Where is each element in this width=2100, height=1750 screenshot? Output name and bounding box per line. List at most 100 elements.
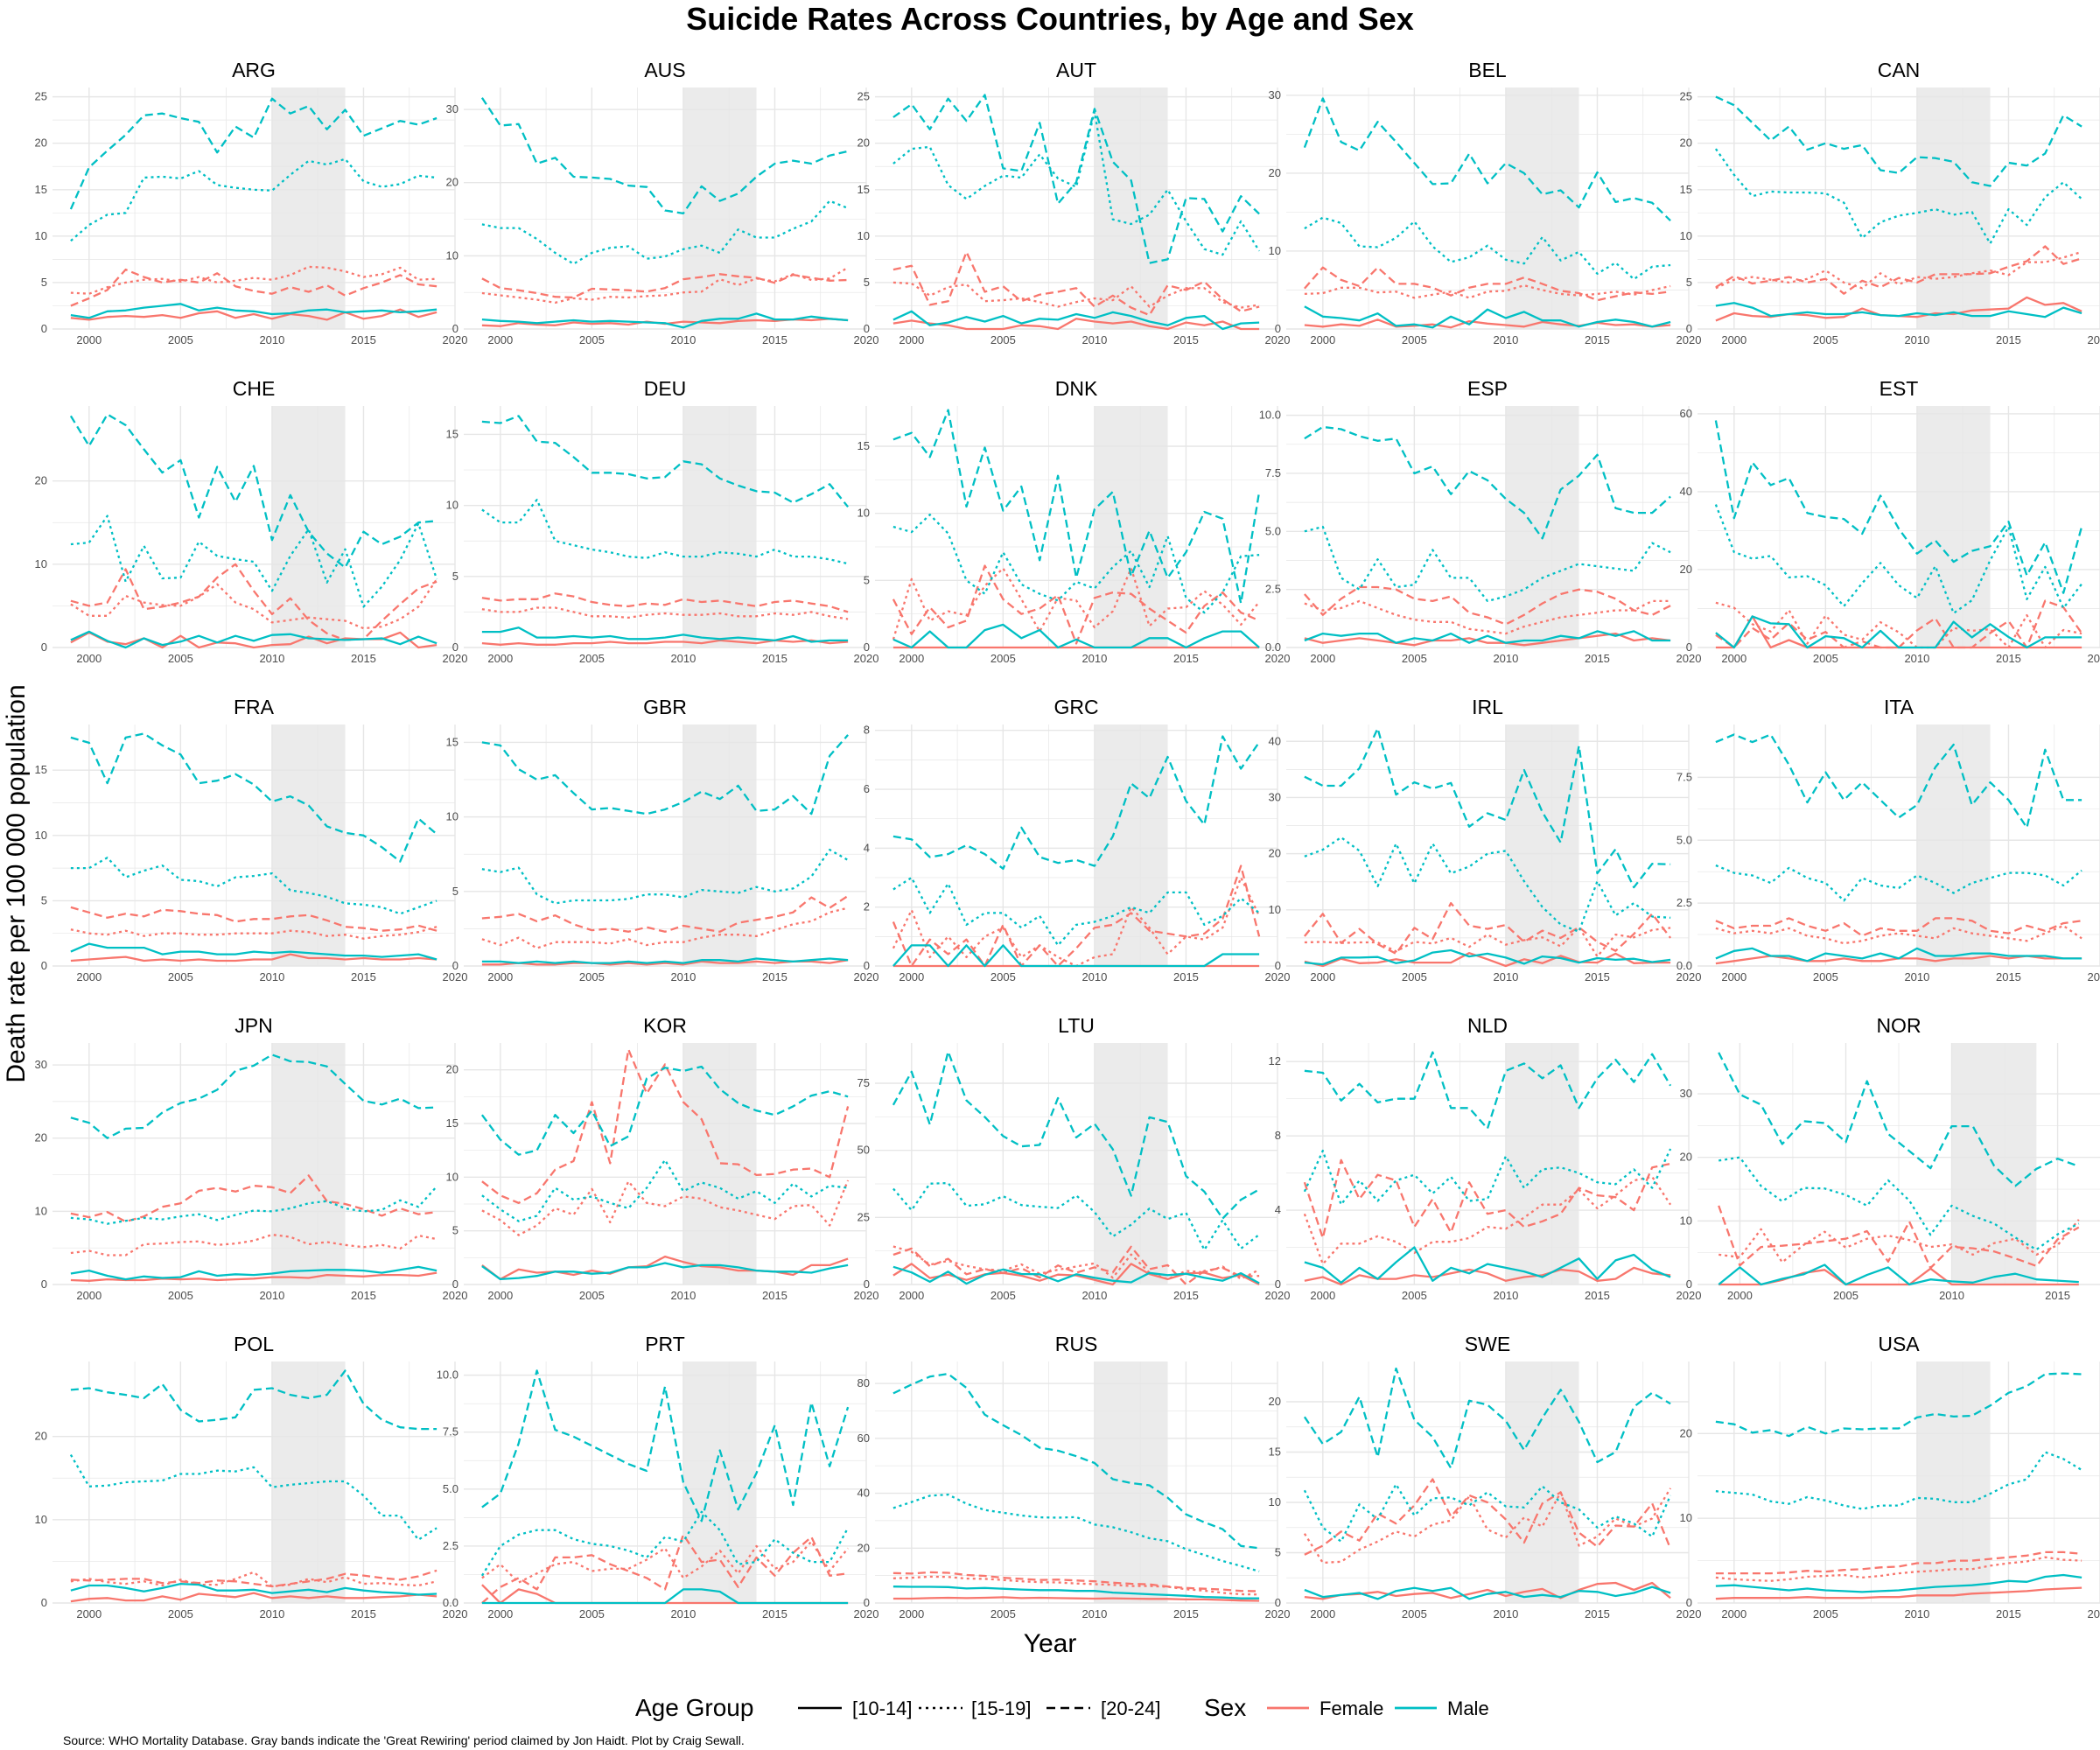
y-tick-label: 0 [41, 322, 47, 335]
series-male-10-14-jpn [70, 1265, 438, 1281]
y-tick-label: 10 [446, 1170, 458, 1183]
x-tick-label: 2005 [579, 1607, 605, 1620]
y-tick-label: 10 [35, 1513, 47, 1526]
series-female-10-14-fra [70, 953, 438, 962]
rewiring-band [271, 1362, 346, 1603]
y-tick-label: 5.0 [443, 1482, 458, 1495]
series-male-10-14-irl [1304, 948, 1671, 966]
series-female-20-24-swe [1304, 1478, 1672, 1556]
x-tick-label: 2000 [1721, 333, 1746, 346]
facet-ita: ITA 0.0 2.5 5.0 7.5 2000 2005 2010 2015 2020 [1676, 696, 2100, 984]
x-tick-label: 2005 [1813, 970, 1838, 984]
series-male-10-14-arg [70, 303, 438, 319]
series-male-20-24-nld [1304, 1051, 1672, 1130]
series-female-15-19-dnk [892, 567, 1260, 640]
y-tick-label: 7.5 [443, 1425, 458, 1438]
facet-title-est: EST [1880, 377, 1919, 400]
y-tick-label: 10 [1680, 229, 1692, 242]
x-tick-label: 2015 [1173, 1607, 1199, 1620]
y-tick-label: 7.5 [1676, 770, 1692, 783]
y-tick-label: 80 [858, 1376, 870, 1390]
y-tick-label: 10 [35, 557, 47, 570]
x-tick-label: 2020 [1265, 1607, 1291, 1620]
series-female-15-19-aus [481, 266, 849, 304]
facet-title-aus: AUS [644, 59, 685, 81]
series-male-15-19-ita [1715, 864, 2082, 902]
series-male-20-24-jpn [70, 1054, 438, 1139]
x-tick-label: 2015 [351, 1289, 376, 1302]
y-tick-label: 20 [35, 474, 47, 487]
x-tick-label: 2000 [899, 970, 924, 984]
y-tick-label: 10 [1269, 1495, 1281, 1508]
y-tick-label: 30 [1680, 1087, 1692, 1100]
series-male-10-14-nld [1304, 1246, 1671, 1284]
y-tick-label: 0 [864, 640, 870, 654]
rewiring-band [1094, 88, 1168, 329]
y-tick-label: 5 [452, 570, 458, 583]
y-tick-label: 20 [858, 136, 870, 150]
series-female-20-24-gbr [481, 894, 849, 933]
y-tick-label: 20 [1680, 136, 1692, 150]
chart-title: Suicide Rates Across Countries, by Age a… [686, 1, 1414, 37]
x-tick-label: 2020 [1676, 1289, 1702, 1302]
series-female-20-24-prt [481, 1533, 849, 1604]
facet-title-jpn: JPN [234, 1014, 272, 1037]
y-tick-label: 20 [1269, 166, 1281, 179]
series-female-10-14-ita [1715, 955, 2082, 965]
series-male-10-14-nor [1718, 1264, 2079, 1286]
y-tick-label: 5 [41, 893, 47, 906]
facet-pol: POL 0 10 20 2000 2005 2010 2015 2020 [35, 1333, 468, 1620]
series-female-20-24-aus [481, 273, 849, 299]
series-male-15-19-kor [481, 1158, 849, 1222]
y-tick-label: 10 [446, 810, 458, 823]
rewiring-band [682, 88, 757, 329]
series-male-20-24-aut [892, 94, 1260, 264]
x-tick-label: 2000 [899, 333, 924, 346]
facet-dnk: DNK 0 5 10 15 2000 2005 2010 2015 2020 [858, 377, 1291, 665]
facet-prt: PRT 0.0 2.5 5.0 7.5 10.0 2000 2005 2010 2015 2020 [437, 1333, 879, 1620]
legend-title-age: Age Group [635, 1694, 753, 1721]
legend: Age Group [10-14] [15-19] [20-24] Sex Fe… [635, 1694, 1489, 1721]
y-tick-label: 15 [446, 427, 458, 440]
series-male-20-24-can [1715, 95, 2082, 187]
y-tick-label: 25 [858, 90, 870, 103]
y-tick-label: 0 [41, 959, 47, 972]
y-tick-label: 20 [1680, 563, 1692, 576]
series-female-20-24-ita [1715, 917, 2082, 937]
chart-caption: Source: WHO Mortality Database. Gray ban… [63, 1733, 745, 1747]
series-female-15-19-arg [70, 265, 438, 295]
series-male-20-24-gbr [481, 734, 849, 816]
y-tick-label: 0 [864, 1278, 870, 1291]
rewiring-band [271, 724, 346, 966]
y-tick-label: 10 [446, 499, 458, 512]
series-male-10-14-che [70, 630, 438, 649]
x-tick-label: 2015 [351, 652, 376, 665]
facet-title-gbr: GBR [643, 696, 687, 718]
x-tick-label: 2005 [168, 652, 193, 665]
y-tick-label: 25 [35, 90, 47, 103]
x-tick-label: 2020 [1676, 1607, 1702, 1620]
series-female-10-14-deu [481, 639, 849, 646]
series-female-20-24-nor [1718, 1205, 2080, 1270]
y-tick-label: 15 [858, 183, 870, 196]
x-tick-label: 2010 [259, 1607, 284, 1620]
x-tick-label: 2010 [1082, 333, 1107, 346]
rewiring-band [1094, 1362, 1168, 1603]
series-male-15-19-nld [1303, 1148, 1672, 1206]
series-male-20-24-ltu [892, 1050, 1260, 1220]
y-tick-label: 15 [858, 439, 870, 452]
x-tick-label: 2020 [443, 970, 468, 984]
facet-title-esp: ESP [1467, 377, 1508, 400]
y-tick-label: 40 [1269, 734, 1281, 747]
y-tick-label: 10 [1269, 903, 1281, 916]
series-female-20-24-aut [892, 250, 1260, 317]
rewiring-band [1505, 406, 1579, 648]
x-tick-label: 2020 [1676, 333, 1702, 346]
facet-title-rus: RUS [1055, 1333, 1098, 1355]
x-axis-title: Year [1024, 1629, 1077, 1658]
x-tick-label: 2000 [1310, 1289, 1335, 1302]
series-female-15-19-pol [70, 1571, 438, 1588]
